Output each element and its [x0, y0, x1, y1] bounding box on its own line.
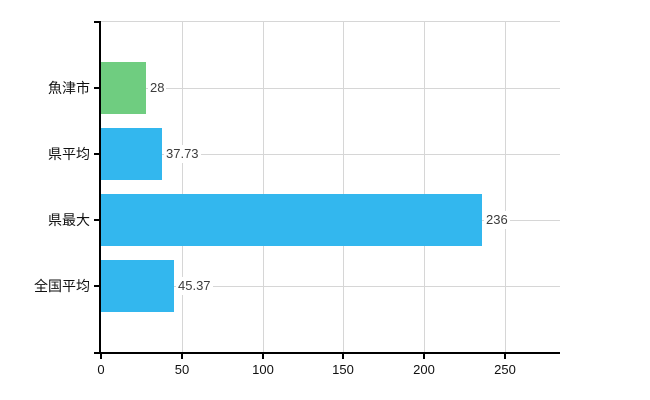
x-axis-tick [100, 352, 102, 359]
bar [101, 194, 482, 246]
x-axis-tick [504, 352, 506, 359]
x-axis-tick [423, 352, 425, 359]
gridline-vertical [182, 22, 183, 352]
x-tick-label: 50 [174, 362, 190, 377]
bar-value-label: 236 [484, 211, 510, 229]
x-tick-label: 150 [332, 362, 354, 377]
bar [101, 128, 162, 180]
bar-value-label: 37.73 [164, 145, 201, 163]
bar [101, 260, 174, 312]
x-axis-tick [342, 352, 344, 359]
x-tick-label: 100 [252, 362, 274, 377]
y-axis-tick [94, 87, 101, 89]
category-tick-label: 県平均 [48, 146, 90, 162]
y-axis-tick [94, 219, 101, 221]
x-axis-tick [262, 352, 264, 359]
plot-top-border [101, 21, 560, 22]
y-axis-tick [94, 21, 101, 23]
gridline-vertical [424, 22, 425, 352]
category-tick-label: 魚津市 [48, 80, 90, 96]
category-tick-label: 全国平均 [34, 278, 90, 294]
gridline-vertical [263, 22, 264, 352]
x-tick-label: 250 [494, 362, 516, 377]
gridline-vertical [343, 22, 344, 352]
x-tick-label: 200 [413, 362, 435, 377]
bar [101, 62, 146, 114]
category-tick-label: 県最大 [48, 212, 90, 228]
x-tick-label: 0 [97, 362, 105, 377]
gridline-horizontal [101, 88, 560, 89]
gridline-horizontal [101, 286, 560, 287]
x-axis [94, 352, 560, 354]
y-axis-tick [94, 285, 101, 287]
y-axis [99, 21, 101, 354]
x-axis-tick [181, 352, 183, 359]
gridline-horizontal [101, 154, 560, 155]
gridline-vertical [505, 22, 506, 352]
bar-value-label: 45.37 [176, 277, 213, 295]
y-axis-tick [94, 153, 101, 155]
bar-value-label: 28 [148, 79, 167, 97]
